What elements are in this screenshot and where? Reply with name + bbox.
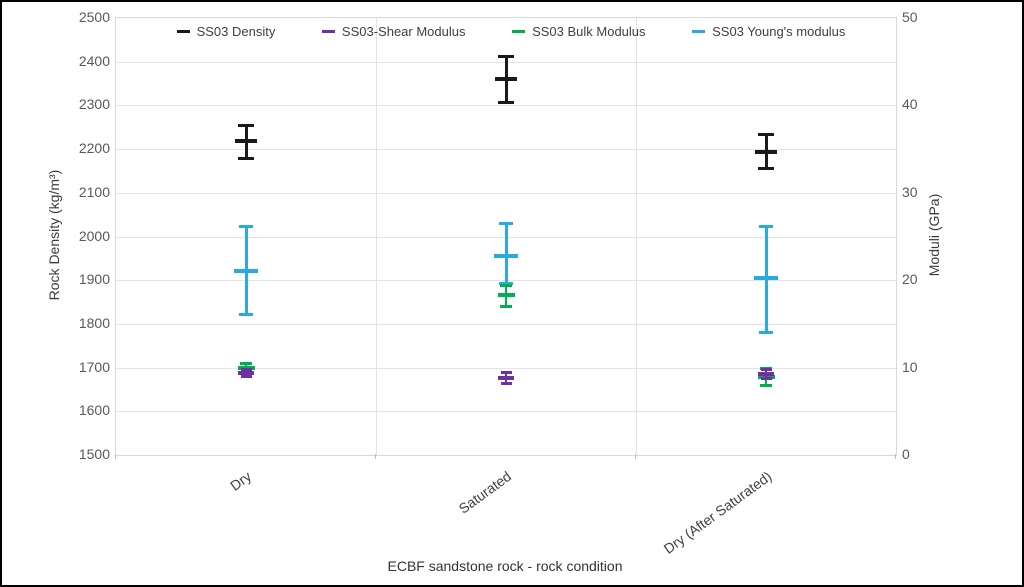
x-category-label: Dry <box>227 468 255 494</box>
gridline-horizontal <box>116 192 896 194</box>
error-bar-mean-tick <box>498 376 514 381</box>
error-bar-cap-bottom <box>499 282 513 286</box>
error-bar-cap-top <box>240 367 252 371</box>
error-bar-mean-tick <box>497 293 515 298</box>
x-category-label: Dry (After Saturated) <box>660 468 775 557</box>
error-bar-mean-tick <box>495 77 517 82</box>
legend-marker-icon <box>512 29 526 33</box>
plot-area <box>115 17 897 456</box>
gridline-vertical <box>636 18 637 455</box>
error-bar-mean-tick <box>494 253 518 258</box>
legend-marker-icon <box>176 29 190 33</box>
legend: SS03 Density SS03-Shear Modulus SS03 Bulk … <box>130 20 892 42</box>
x-axis-labels: Dry Saturated Dry (After Saturated) <box>115 454 895 569</box>
error-bar-mean-tick <box>234 268 258 273</box>
error-bar-cap-bottom <box>760 384 772 388</box>
error-bar-mean-tick <box>754 276 778 281</box>
error-bar-cap-top <box>760 367 772 371</box>
right-axis-tick-label: 0 <box>902 446 910 462</box>
legend-marker-icon <box>321 29 335 33</box>
legend-item: SS03 Bulk Modulus <box>512 23 646 39</box>
left-axis-tick-label: 2300 <box>78 96 110 113</box>
legend-marker-icon <box>692 29 706 33</box>
error-bar-cap-top <box>239 224 253 228</box>
legend-label: SS03 Density <box>196 23 276 39</box>
left-axis-tick-label: 2000 <box>78 227 110 244</box>
right-axis-ticks: 0 10 20 30 40 50 <box>902 9 942 462</box>
left-axis-tick-label: 2100 <box>78 183 110 200</box>
error-bar-cap-bottom <box>239 312 253 316</box>
right-axis-tick-label: 50 <box>902 9 918 25</box>
right-axis-tick-label: 40 <box>902 96 918 113</box>
error-bar-cap-bottom <box>240 374 252 378</box>
error-bar-cap-top <box>240 361 252 365</box>
left-axis-tick-label: 2200 <box>78 140 110 157</box>
error-bar-line <box>504 223 508 284</box>
error-bar-cap-bottom <box>498 100 514 104</box>
x-axis-tick-mark <box>895 454 896 459</box>
x-axis-title: ECBF sandstone rock - rock condition <box>387 558 623 574</box>
error-bar-cap-bottom <box>500 381 512 385</box>
x-axis-tick-mark <box>635 454 636 459</box>
x-axis-tick-mark <box>115 454 116 459</box>
left-axis-tick-label: 2500 <box>78 9 110 25</box>
x-category-label: Saturated <box>455 468 515 517</box>
legend-label: SS03 Young's modulus <box>712 23 846 39</box>
left-axis-tick-label: 1600 <box>78 402 110 419</box>
legend-item: SS03 Young's modulus <box>692 24 845 39</box>
error-bar-mean-tick <box>235 139 257 144</box>
error-bar-cap-top <box>238 123 254 127</box>
gridline-vertical <box>376 18 377 455</box>
left-axis-tick-label: 1500 <box>78 446 110 462</box>
right-axis-tick-label: 10 <box>902 358 918 375</box>
x-axis-tick-mark <box>375 454 376 459</box>
error-bar-cap-top <box>500 283 512 287</box>
error-bar-cap-top <box>499 221 513 225</box>
gridline-horizontal <box>116 323 896 325</box>
legend-label: SS03-Shear Modulus <box>341 23 466 39</box>
error-bar-cap-top <box>758 133 774 137</box>
error-bar-cap-top <box>498 54 514 58</box>
error-bar-cap-top <box>759 224 773 228</box>
left-axis-tick-label: 1900 <box>78 271 110 288</box>
error-bar-cap-top <box>500 371 512 375</box>
error-bar-mean-tick <box>755 149 777 154</box>
gridline-horizontal <box>116 411 896 413</box>
legend-item: SS03-Shear Modulus <box>321 23 466 39</box>
error-bar-mean-tick <box>238 370 254 375</box>
left-axis-ticks: 1500 1600 1700 1800 1900 2000 2100 2200 2300 2400… <box>58 9 110 462</box>
error-bar-cap-bottom <box>759 331 773 335</box>
right-axis-tick-label: 20 <box>902 271 918 288</box>
gridline-horizontal <box>116 105 896 107</box>
left-axis-tick-label: 1700 <box>78 358 110 375</box>
right-axis-tick-label: 30 <box>902 183 918 200</box>
gridline-horizontal <box>116 149 896 151</box>
left-axis-tick-label: 2400 <box>78 52 110 69</box>
error-bar-cap-bottom <box>758 167 774 171</box>
error-bar-cap-bottom <box>238 157 254 161</box>
error-bar-cap-bottom <box>760 377 772 381</box>
error-bar-cap-bottom <box>500 304 512 308</box>
error-bar-mean-tick <box>758 371 774 376</box>
legend-item: SS03 Density <box>176 23 276 39</box>
legend-label: SS03 Bulk Modulus <box>532 23 646 39</box>
gridline-horizontal <box>116 367 896 369</box>
left-axis-tick-label: 1800 <box>78 314 110 331</box>
